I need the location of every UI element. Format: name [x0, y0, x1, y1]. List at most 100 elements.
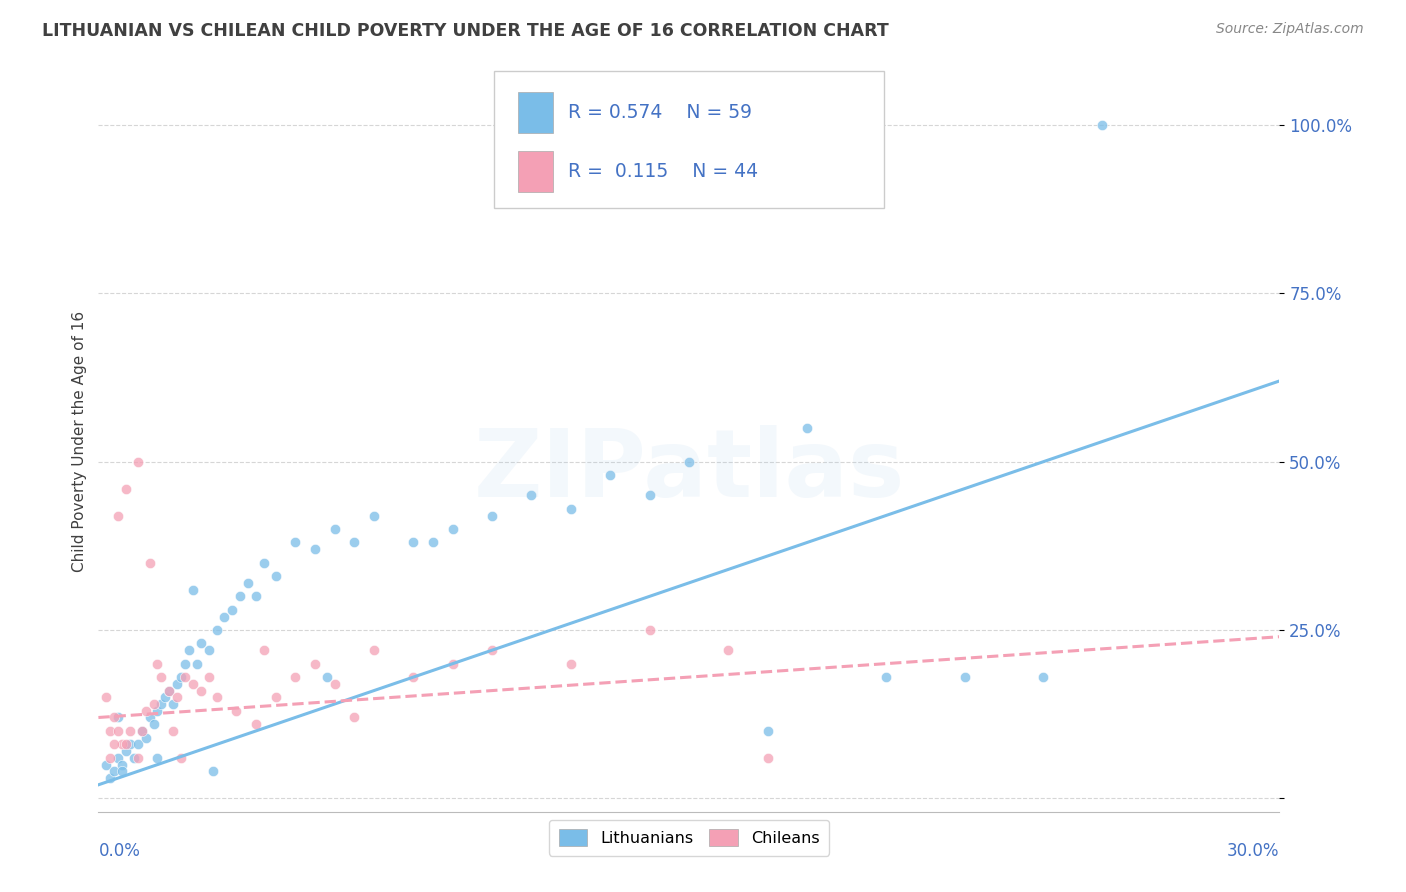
Point [135, 731, 157, 745]
Point [284, 535, 307, 549]
Text: ZIPatlas: ZIPatlas [474, 425, 904, 517]
Text: Source: ZipAtlas.com: Source: ZipAtlas.com [1216, 22, 1364, 37]
Point [131, 723, 153, 738]
Y-axis label: Child Poverty Under the Age of 16: Child Poverty Under the Age of 16 [72, 311, 87, 572]
Point [717, 643, 740, 657]
Point [253, 556, 276, 570]
Point [115, 738, 138, 752]
Point [166, 690, 188, 705]
Point [402, 535, 425, 549]
Point [146, 704, 169, 718]
Point [146, 751, 169, 765]
Point [323, 522, 346, 536]
Point [422, 535, 444, 549]
Point [481, 643, 503, 657]
Point [103, 738, 125, 752]
Point [170, 670, 193, 684]
Point [214, 609, 236, 624]
Point [560, 657, 582, 671]
Point [166, 677, 188, 691]
Point [756, 751, 779, 765]
Point [402, 670, 425, 684]
Point [229, 590, 252, 604]
Point [162, 723, 184, 738]
Point [115, 744, 138, 758]
Point [170, 751, 193, 765]
Text: 30.0%: 30.0% [1227, 842, 1279, 860]
Point [205, 623, 228, 637]
Point [264, 569, 287, 583]
Text: R =  0.115    N = 44: R = 0.115 N = 44 [568, 161, 759, 181]
Point [197, 643, 219, 657]
Point [264, 690, 287, 705]
Point [875, 670, 897, 684]
Point [96, 690, 118, 705]
Point [186, 657, 208, 671]
Point [107, 723, 129, 738]
Point [98, 723, 121, 738]
FancyBboxPatch shape [517, 152, 553, 192]
Point [157, 683, 180, 698]
Point [111, 757, 134, 772]
Point [638, 488, 661, 502]
Point [107, 508, 129, 523]
Point [441, 522, 464, 536]
Point [304, 542, 326, 557]
Point [599, 468, 621, 483]
Point [127, 738, 149, 752]
Point [205, 690, 228, 705]
Point [315, 670, 337, 684]
Point [1032, 670, 1054, 684]
Point [1091, 118, 1114, 132]
Point [953, 670, 976, 684]
Point [146, 657, 169, 671]
Point [284, 670, 307, 684]
Point [155, 690, 177, 705]
Point [142, 697, 165, 711]
Point [481, 508, 503, 523]
Point [98, 751, 121, 765]
Point [678, 455, 700, 469]
Point [111, 738, 134, 752]
Point [363, 508, 385, 523]
Point [304, 657, 326, 671]
Point [111, 764, 134, 779]
Point [135, 704, 157, 718]
Point [225, 704, 247, 718]
Point [221, 603, 243, 617]
Point [181, 582, 204, 597]
Point [190, 636, 212, 650]
Legend: Lithuanians, Chileans: Lithuanians, Chileans [548, 820, 830, 855]
Point [107, 710, 129, 724]
Point [107, 751, 129, 765]
Point [343, 710, 366, 724]
Point [118, 723, 141, 738]
Text: 0.0%: 0.0% [98, 842, 141, 860]
Point [245, 590, 267, 604]
Point [236, 575, 259, 590]
Point [96, 757, 118, 772]
Point [150, 697, 173, 711]
Point [122, 751, 145, 765]
Point [142, 717, 165, 731]
FancyBboxPatch shape [517, 92, 553, 133]
Point [98, 771, 121, 785]
Point [138, 556, 160, 570]
Point [103, 710, 125, 724]
Point [157, 683, 180, 698]
Point [756, 723, 779, 738]
Point [150, 670, 173, 684]
Point [520, 488, 543, 502]
Point [796, 421, 818, 435]
FancyBboxPatch shape [494, 71, 884, 209]
Point [253, 643, 276, 657]
Point [638, 623, 661, 637]
Point [115, 482, 138, 496]
Point [127, 751, 149, 765]
Point [174, 657, 197, 671]
Point [245, 717, 267, 731]
Point [118, 738, 141, 752]
Text: R = 0.574    N = 59: R = 0.574 N = 59 [568, 103, 752, 121]
Point [181, 677, 204, 691]
Point [363, 643, 385, 657]
